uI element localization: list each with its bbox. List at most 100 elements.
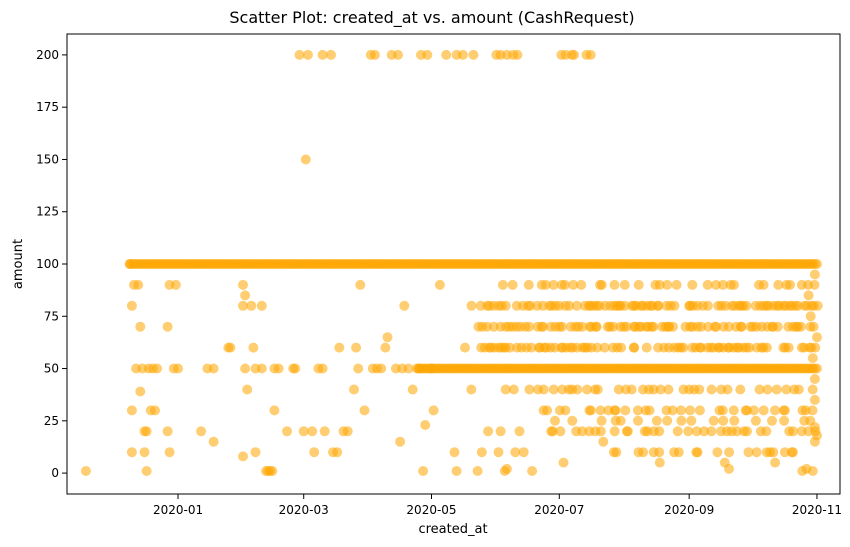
scatter-point (568, 279, 579, 290)
scatter-point (302, 49, 313, 60)
scatter-point (596, 279, 607, 290)
scatter-point (722, 384, 733, 395)
scatter-point (542, 405, 553, 416)
scatter-point (595, 405, 606, 416)
scatter-point (317, 49, 328, 60)
scatter-point (514, 426, 525, 437)
scatter-point (504, 342, 515, 353)
scatter-point (524, 384, 535, 395)
scatter-point (164, 447, 175, 458)
scatter-point (152, 363, 163, 374)
scatter-point (758, 279, 769, 290)
scatter-point (641, 342, 652, 353)
scatter-point (619, 279, 630, 290)
scatter-point (736, 321, 747, 332)
scatter-point (126, 405, 137, 416)
scatter-point (135, 321, 146, 332)
scatter-point (540, 279, 551, 290)
scatter-point (632, 405, 643, 416)
scatter-point (692, 447, 703, 458)
scatter-point (162, 321, 173, 332)
scatter-point (548, 384, 559, 395)
scatter-point (240, 363, 251, 374)
scatter-point (483, 426, 494, 437)
scatter-point (761, 426, 772, 437)
scatter-point (718, 415, 729, 426)
scatter-point (702, 300, 713, 311)
scatter-point (592, 384, 603, 395)
scatter-point (557, 321, 567, 332)
scatter-point (493, 447, 504, 458)
scatter-point (238, 279, 248, 290)
scatter-point (691, 426, 702, 437)
scatter-point (743, 447, 754, 458)
scatter-point (317, 363, 328, 374)
scatter-point (706, 426, 717, 437)
scatter-point (518, 447, 529, 458)
scatter-point (621, 321, 632, 332)
scatter-point (613, 384, 624, 395)
scatter-point (654, 426, 665, 437)
scatter-point (724, 447, 735, 458)
scatter-point (507, 279, 518, 290)
scatter-point (309, 447, 320, 458)
scatter-point (793, 384, 804, 395)
scatter-point (773, 279, 784, 290)
scatter-point (750, 415, 761, 426)
scatter-point (577, 321, 588, 332)
scatter-point (500, 300, 511, 311)
scatter-point (654, 447, 665, 458)
scatter-point (564, 300, 575, 311)
scatter-point (644, 405, 655, 416)
scatter-point (150, 405, 160, 416)
scatter-point (124, 259, 135, 269)
scatter-point (585, 49, 596, 60)
scatter-point (298, 426, 309, 437)
scatter-point (558, 457, 569, 468)
scatter-point (653, 300, 664, 311)
scatter-point (812, 363, 822, 374)
scatter-point (355, 279, 366, 290)
scatter-point (672, 426, 683, 437)
scatter-point (395, 436, 406, 447)
scatter-point (418, 466, 429, 476)
scatter-point (696, 321, 707, 332)
scatter-point (654, 279, 665, 290)
chart-title: Scatter Plot: created_at vs. amount (Cas… (229, 8, 634, 28)
scatter-point (267, 466, 278, 476)
scatter-point (761, 342, 772, 353)
scatter-point (754, 384, 765, 395)
scatter-point (576, 279, 587, 290)
scatter-point (807, 466, 818, 476)
scatter-point (225, 342, 236, 353)
scatter-point (638, 447, 649, 458)
scatter-point (616, 342, 627, 353)
scatter-point (654, 457, 665, 468)
scatter-point (512, 49, 523, 60)
x-tick-label: 2020-05 (406, 503, 456, 517)
scatter-point (662, 415, 673, 426)
scatter-point (712, 447, 723, 458)
scatter-point (673, 447, 684, 458)
scatter-point (724, 463, 734, 474)
scatter-point (559, 279, 570, 290)
scatter-point (807, 384, 818, 395)
scatter-point (683, 426, 694, 437)
scatter-point (781, 384, 792, 395)
scatter-point (779, 405, 790, 416)
scatter-point (334, 342, 345, 353)
scatter-point (567, 415, 578, 426)
scatter-point (779, 415, 790, 426)
scatter-point (711, 279, 721, 290)
scatter-point (812, 259, 822, 269)
scatter-point (307, 426, 318, 437)
scatter-point (762, 384, 773, 395)
scatter-point (240, 290, 251, 301)
scatter-point (591, 321, 602, 332)
scatter-point (711, 321, 722, 332)
scatter-point (779, 447, 790, 458)
scatter-point (807, 405, 818, 416)
scatter-point (702, 279, 713, 290)
scatter-point (694, 384, 705, 395)
